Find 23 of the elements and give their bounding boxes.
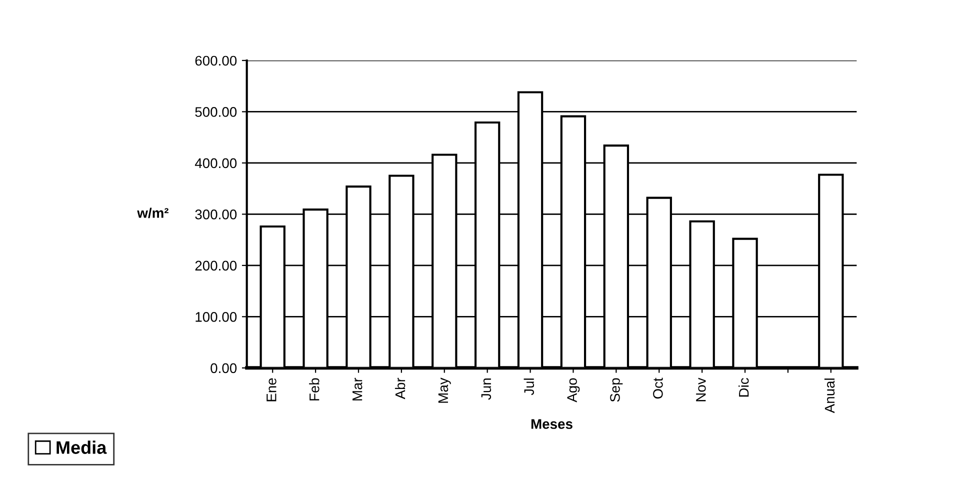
x-tick-label: Sep: [610, 378, 623, 402]
x-tick-label: Dic: [738, 378, 749, 397]
x-tick-label: Feb: [309, 378, 320, 400]
x-tick-label: Jul: [524, 378, 534, 396]
y-tick-label: 600.00: [195, 56, 237, 66]
x-tick-label: May: [438, 378, 451, 403]
y-tick-label: 0.00: [210, 363, 237, 374]
y-tick-label: 200.00: [195, 260, 237, 271]
y-tick-label: 500.00: [195, 107, 237, 117]
y-tick-label: 100.00: [196, 312, 237, 322]
y-tick-label: 300.00: [195, 210, 237, 220]
x-tick-label: Oct: [653, 378, 663, 399]
x-tick-label: Nov: [696, 378, 706, 402]
x-axis-title: Meses: [531, 419, 572, 429]
x-tick-label: Jun: [481, 378, 492, 400]
legend-label: Media: [56, 440, 107, 454]
x-tick-label: Ene: [266, 378, 276, 402]
y-axis-title: w/m²: [137, 208, 168, 218]
x-tick-label: Anual: [824, 378, 835, 414]
y-tick-label: 400.00: [194, 158, 237, 168]
x-tick-label: Abr: [394, 378, 406, 400]
x-tick-label: Ago: [567, 378, 580, 402]
x-tick-label: Mar: [352, 378, 362, 400]
